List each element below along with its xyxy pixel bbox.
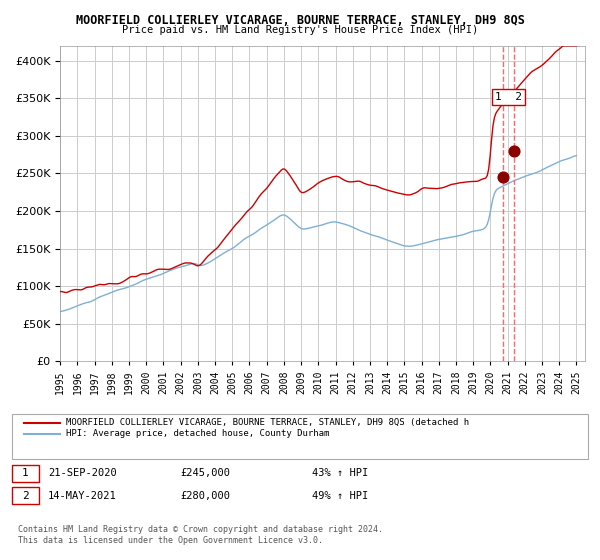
Point [509,147,519,156]
Point [498,173,508,182]
Text: Contains HM Land Registry data © Crown copyright and database right 2024.
This d: Contains HM Land Registry data © Crown c… [18,525,383,545]
Text: 49% ↑ HPI: 49% ↑ HPI [312,491,368,501]
Text: £280,000: £280,000 [180,491,230,501]
Text: MOORFIELD COLLIERLEY VICARAGE, BOURNE TERRACE, STANLEY, DH9 8QS: MOORFIELD COLLIERLEY VICARAGE, BOURNE TE… [76,14,524,27]
Text: 1: 1 [22,468,29,478]
Text: 1  2: 1 2 [495,92,522,102]
Text: MOORFIELD COLLIERLEY VICARAGE, BOURNE TERRACE, STANLEY, DH9 8QS (detached h: MOORFIELD COLLIERLEY VICARAGE, BOURNE TE… [66,418,469,427]
Text: 43% ↑ HPI: 43% ↑ HPI [312,468,368,478]
Text: HPI: Average price, detached house, County Durham: HPI: Average price, detached house, Coun… [66,430,329,438]
Text: 14-MAY-2021: 14-MAY-2021 [48,491,117,501]
Text: 21-SEP-2020: 21-SEP-2020 [48,468,117,478]
Text: Price paid vs. HM Land Registry's House Price Index (HPI): Price paid vs. HM Land Registry's House … [122,25,478,35]
Text: £245,000: £245,000 [180,468,230,478]
Text: 2: 2 [22,491,29,501]
